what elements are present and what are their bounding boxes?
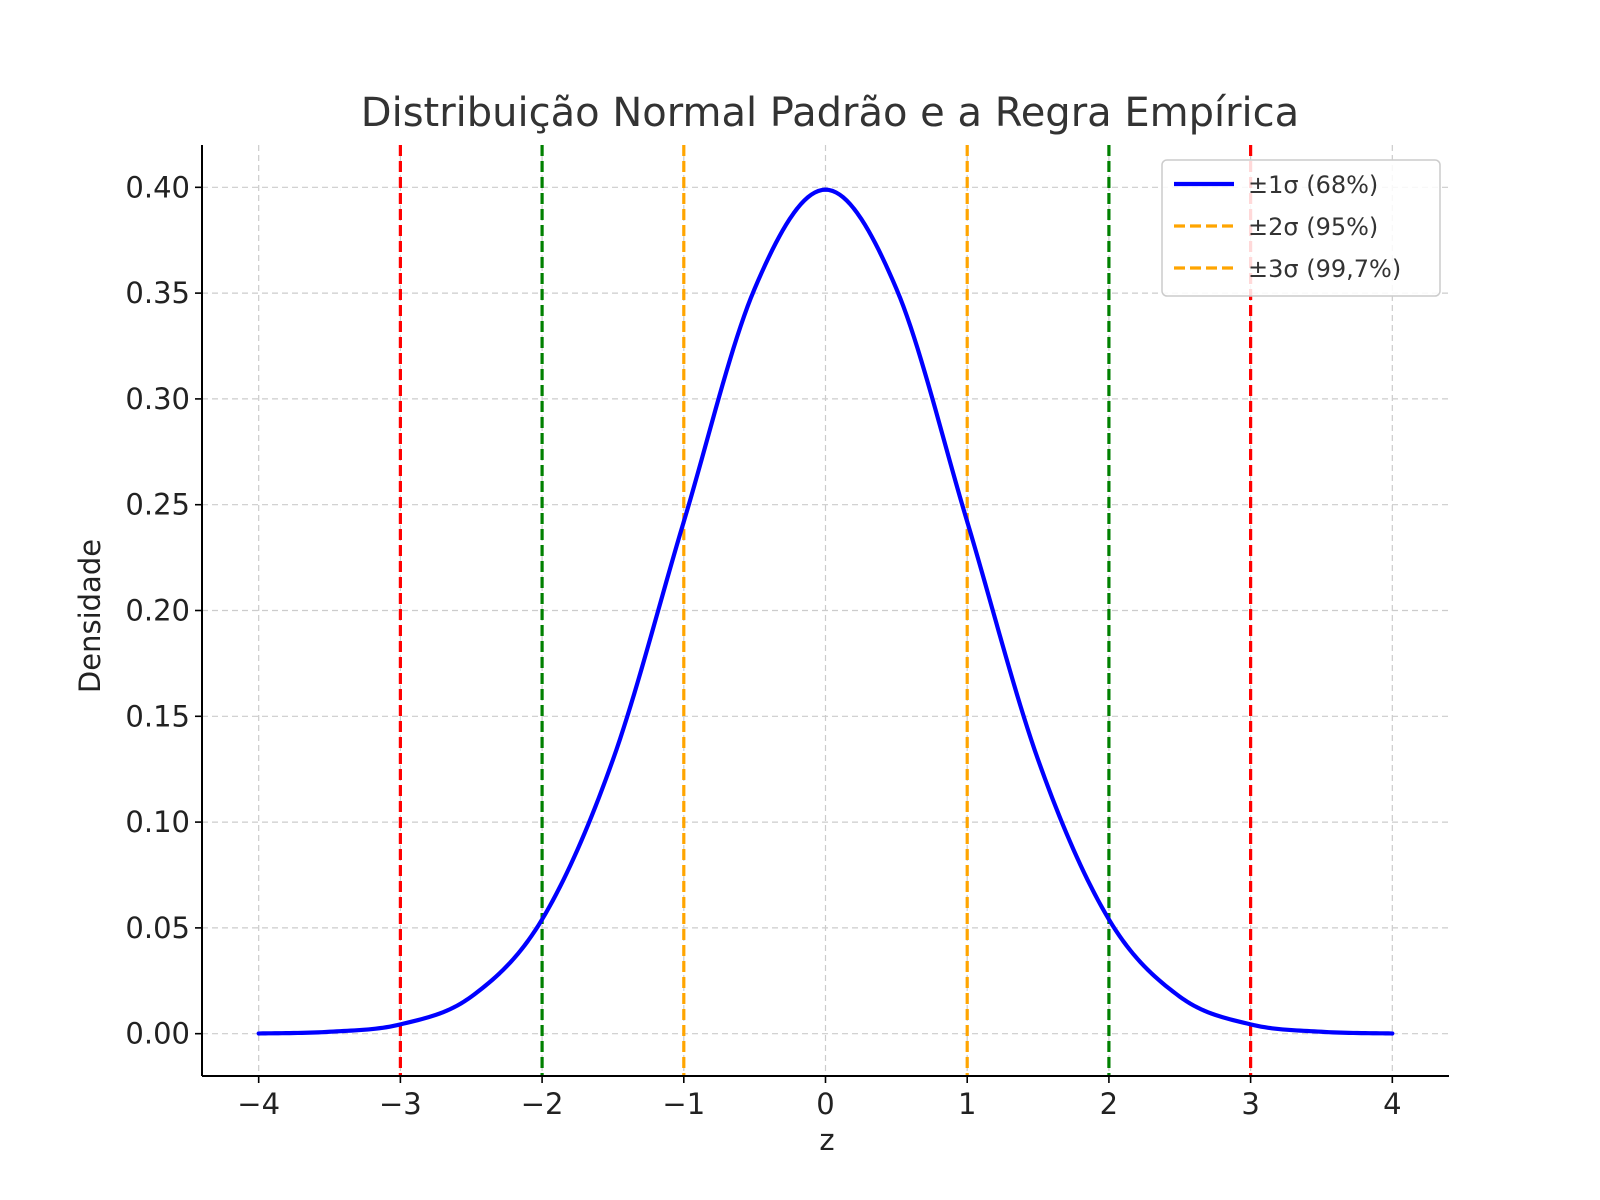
x-tick-label: 1 [958, 1087, 976, 1121]
legend-label: ±2σ (95%) [1248, 213, 1378, 241]
y-tick-label: 0.20 [125, 594, 190, 628]
y-tick-label: 0.25 [125, 488, 190, 522]
x-tick-label: 3 [1241, 1087, 1259, 1121]
y-axis-label: Densidade [73, 539, 107, 693]
x-axis-label: z [819, 1123, 834, 1157]
x-tick-label: −3 [379, 1087, 422, 1121]
x-tick-label: 4 [1383, 1087, 1401, 1121]
y-tick-label: 0.40 [125, 170, 190, 204]
series-layer [256, 187, 1395, 1036]
tick-layer: −4 −3 −2 −1 0 1 2 3 4 0.00 0.05 0.10 0.15 0.20 0.25 0.3… [125, 170, 1401, 1121]
y-tick-label: 0.30 [125, 382, 190, 416]
chart-title: Distribuição Normal Padrão e a Regra Emp… [361, 90, 1299, 136]
x-tick-label: 2 [1100, 1087, 1118, 1121]
series-line-0 [256, 187, 1395, 1036]
y-tick-label: 0.15 [125, 699, 190, 733]
y-tick-label: 0.00 [125, 1017, 190, 1051]
y-tick-label: 0.35 [125, 276, 190, 310]
legend-label: ±1σ (68%) [1248, 171, 1378, 199]
y-tick-label: 0.10 [125, 805, 190, 839]
x-tick-label: 0 [816, 1087, 834, 1121]
x-tick-label: −2 [521, 1087, 564, 1121]
y-tick-label: 0.05 [125, 911, 190, 945]
x-tick-label: −1 [662, 1087, 705, 1121]
legend: ±1σ (68%) ±2σ (95%) ±3σ (99,7%) [1161, 159, 1441, 297]
x-tick-label: −4 [237, 1087, 280, 1121]
legend-box [1161, 159, 1441, 297]
legend-label: ±3σ (99,7%) [1248, 255, 1401, 283]
